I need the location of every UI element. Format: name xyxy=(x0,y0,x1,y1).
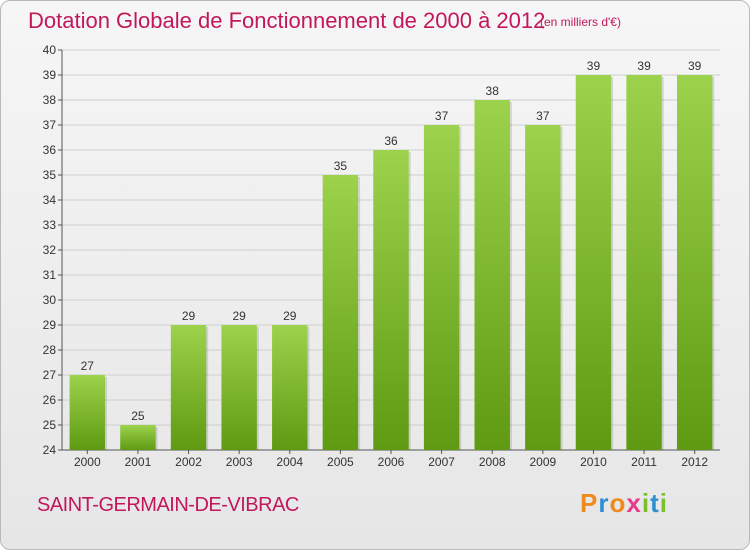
x-tick-label: 2005 xyxy=(327,455,354,469)
data-label: 37 xyxy=(536,109,550,123)
x-tick-label: 2011 xyxy=(631,455,657,469)
bar-2009 xyxy=(525,125,561,450)
x-tick-label: 2009 xyxy=(529,455,556,469)
chart-title: Dotation Globale de Fonctionnement de 20… xyxy=(28,8,546,33)
bar-2011 xyxy=(626,75,662,450)
chart-subtitle: (en milliers d'€) xyxy=(540,15,621,29)
bar-2007 xyxy=(423,125,460,450)
bar-2005 xyxy=(322,175,359,450)
data-label: 29 xyxy=(232,309,246,323)
y-tick-label: 40 xyxy=(43,43,57,57)
bar-2004 xyxy=(272,325,308,450)
data-label: 35 xyxy=(334,159,348,173)
data-labels: 27 25 29 29 29 35 36 37 38 37 39 39 39 xyxy=(81,59,702,423)
data-label: 29 xyxy=(283,309,297,323)
y-tick-label: 31 xyxy=(43,268,57,282)
y-tick-label: 32 xyxy=(43,243,57,257)
x-tick-label: 2006 xyxy=(378,455,405,469)
y-tick-label: 26 xyxy=(43,393,57,407)
x-tick-label: 2003 xyxy=(226,455,253,469)
y-tick-label: 24 xyxy=(43,443,57,457)
bar-2000 xyxy=(69,375,106,450)
bars xyxy=(69,75,715,450)
y-tick-label: 30 xyxy=(43,293,57,307)
commune-name: SAINT-GERMAIN-DE-VIBRAC xyxy=(37,494,299,516)
y-tick-label: 39 xyxy=(43,68,57,82)
proxiti-logo[interactable]: Proxiti xyxy=(580,488,668,519)
bar-2008 xyxy=(474,100,510,450)
bar-2012 xyxy=(676,75,713,450)
data-label: 39 xyxy=(688,59,702,73)
data-label: 37 xyxy=(435,109,449,123)
x-tick-label: 2001 xyxy=(125,455,152,469)
bar-2010 xyxy=(575,75,612,450)
y-tick-label: 38 xyxy=(43,93,57,107)
x-tick-label: 2008 xyxy=(479,455,506,469)
logo-letter: i xyxy=(659,488,668,518)
data-label: 38 xyxy=(486,84,500,98)
bar-2002 xyxy=(170,325,207,450)
x-tick-label: 2002 xyxy=(175,455,202,469)
x-tick-label: 2012 xyxy=(681,455,708,469)
logo-letter: r xyxy=(598,488,610,518)
y-tick-label: 28 xyxy=(43,343,57,357)
x-tick-label: 2007 xyxy=(428,455,455,469)
x-tick-label: 2010 xyxy=(580,455,607,469)
bar-2006 xyxy=(373,150,409,450)
y-tick-label: 36 xyxy=(43,143,57,157)
x-tick-label: 2000 xyxy=(74,455,101,469)
data-label: 25 xyxy=(131,409,145,423)
logo-letter: P xyxy=(580,488,599,518)
y-tick-label: 34 xyxy=(43,193,57,207)
y-tick-label: 27 xyxy=(43,368,57,382)
y-tick-label: 37 xyxy=(43,118,57,132)
data-label: 39 xyxy=(587,59,601,73)
logo-letter: x xyxy=(626,488,642,518)
bar-2001 xyxy=(120,425,156,450)
y-tick-label: 33 xyxy=(43,218,57,232)
data-label: 39 xyxy=(637,59,651,73)
y-tick-label: 25 xyxy=(43,418,57,432)
x-tick-label: 2004 xyxy=(276,455,303,469)
data-label: 29 xyxy=(182,309,196,323)
bar-2003 xyxy=(221,325,257,450)
data-label: 27 xyxy=(81,359,95,373)
logo-letter: t xyxy=(650,488,660,518)
y-tick-label: 35 xyxy=(43,168,57,182)
data-label: 36 xyxy=(384,134,398,148)
y-tick-label: 29 xyxy=(43,318,57,332)
logo-letter: i xyxy=(641,488,651,518)
logo-letter: o xyxy=(609,488,627,518)
